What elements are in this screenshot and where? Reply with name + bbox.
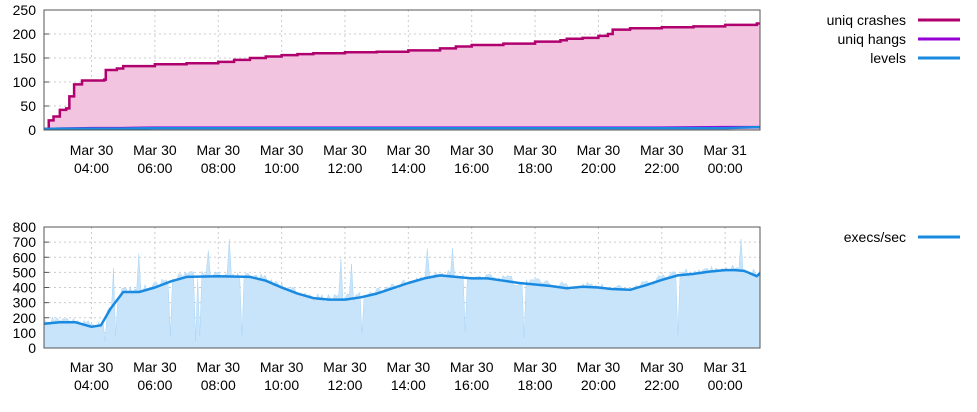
crashes-hangs-levels-chart: 0 50 100 150 200 250 Mar 30 04:00 Mar 30 06:00 Mar… [13,2,960,176]
x-tick-label-time: 12:00 [327,377,362,393]
x-tick-label-date: Mar 30 [70,142,114,158]
y-tick-label: 800 [13,219,37,235]
x-tick-label-time: 22:00 [644,160,679,176]
x-tick-label-time: 04:00 [74,160,109,176]
x-tick-label-time: 00:00 [708,160,743,176]
plot-border [43,9,761,131]
legend-label: execs/sec [844,229,906,245]
x-tick-label-date: Mar 30 [260,359,304,375]
x-tick-label-date: Mar 30 [196,142,240,158]
series-line-2 [43,125,761,131]
y-tick-label: 500 [13,264,37,280]
x-tick-label-date: Mar 30 [196,359,240,375]
x-tick-label-date: Mar 30 [513,142,557,158]
x-tick-label-date: Mar 30 [133,142,177,158]
y-tick-label: 0 [28,122,36,138]
y-tick-label: 0 [28,340,36,356]
x-tick-label-time: 12:00 [327,160,362,176]
x-tick-label-date: Mar 30 [513,359,557,375]
x-tick-label-time: 04:00 [74,377,109,393]
x-tick-label-date: Mar 30 [577,359,621,375]
x-tick-label-date: Mar 30 [450,359,494,375]
x-tick-label-time: 14:00 [391,377,426,393]
plot-border [43,226,761,349]
y-tick-label: 200 [13,310,37,326]
legend-label: levels [870,50,906,66]
y-tick-label: 700 [13,234,37,250]
y-tick-label: 400 [13,280,37,296]
y-tick-label: 250 [13,2,37,18]
y-tick-label: 150 [13,50,37,66]
x-tick-label-time: 20:00 [581,377,616,393]
x-tick-label-time: 06:00 [137,160,172,176]
x-tick-label-date: Mar 30 [387,142,431,158]
y-tick-label: 600 [13,249,37,265]
x-tick-label-time: 08:00 [201,160,236,176]
x-tick-label-date: Mar 30 [260,142,304,158]
x-tick-label-time: 16:00 [454,377,489,393]
x-tick-label-date: Mar 30 [70,359,114,375]
x-tick-label-date: Mar 31 [703,359,747,375]
x-tick-label-time: 18:00 [518,377,553,393]
x-tick-label-date: Mar 30 [323,359,367,375]
x-tick-label-time: 16:00 [454,160,489,176]
x-tick-label-time: 00:00 [708,377,743,393]
series-area-0 [44,23,760,130]
series-line-0 [43,268,761,329]
y-tick-label: 300 [13,295,37,311]
x-tick-label-date: Mar 30 [133,359,177,375]
x-tick-label-time: 22:00 [644,377,679,393]
x-tick-label-date: Mar 30 [387,359,431,375]
x-tick-label-time: 20:00 [581,160,616,176]
x-tick-label-date: Mar 30 [640,359,684,375]
x-tick-label-date: Mar 30 [450,142,494,158]
y-tick-label: 50 [20,98,36,114]
x-tick-label-date: Mar 31 [703,142,747,158]
y-tick-label: 100 [13,325,37,341]
series-line-0 [44,22,760,131]
x-tick-label-time: 18:00 [518,160,553,176]
x-tick-label-time: 14:00 [391,160,426,176]
y-tick-label: 100 [13,74,37,90]
x-tick-label-time: 08:00 [201,377,236,393]
x-tick-label-date: Mar 30 [323,142,367,158]
series-area-0 [43,239,761,349]
x-tick-label-date: Mar 30 [577,142,621,158]
y-tick-label: 200 [13,26,37,42]
x-tick-label-date: Mar 30 [640,142,684,158]
x-tick-label-time: 10:00 [264,377,299,393]
x-tick-label-time: 10:00 [264,160,299,176]
legend-label: uniq hangs [837,31,906,47]
x-tick-label-time: 06:00 [137,377,172,393]
legend-label: uniq crashes [827,12,906,28]
